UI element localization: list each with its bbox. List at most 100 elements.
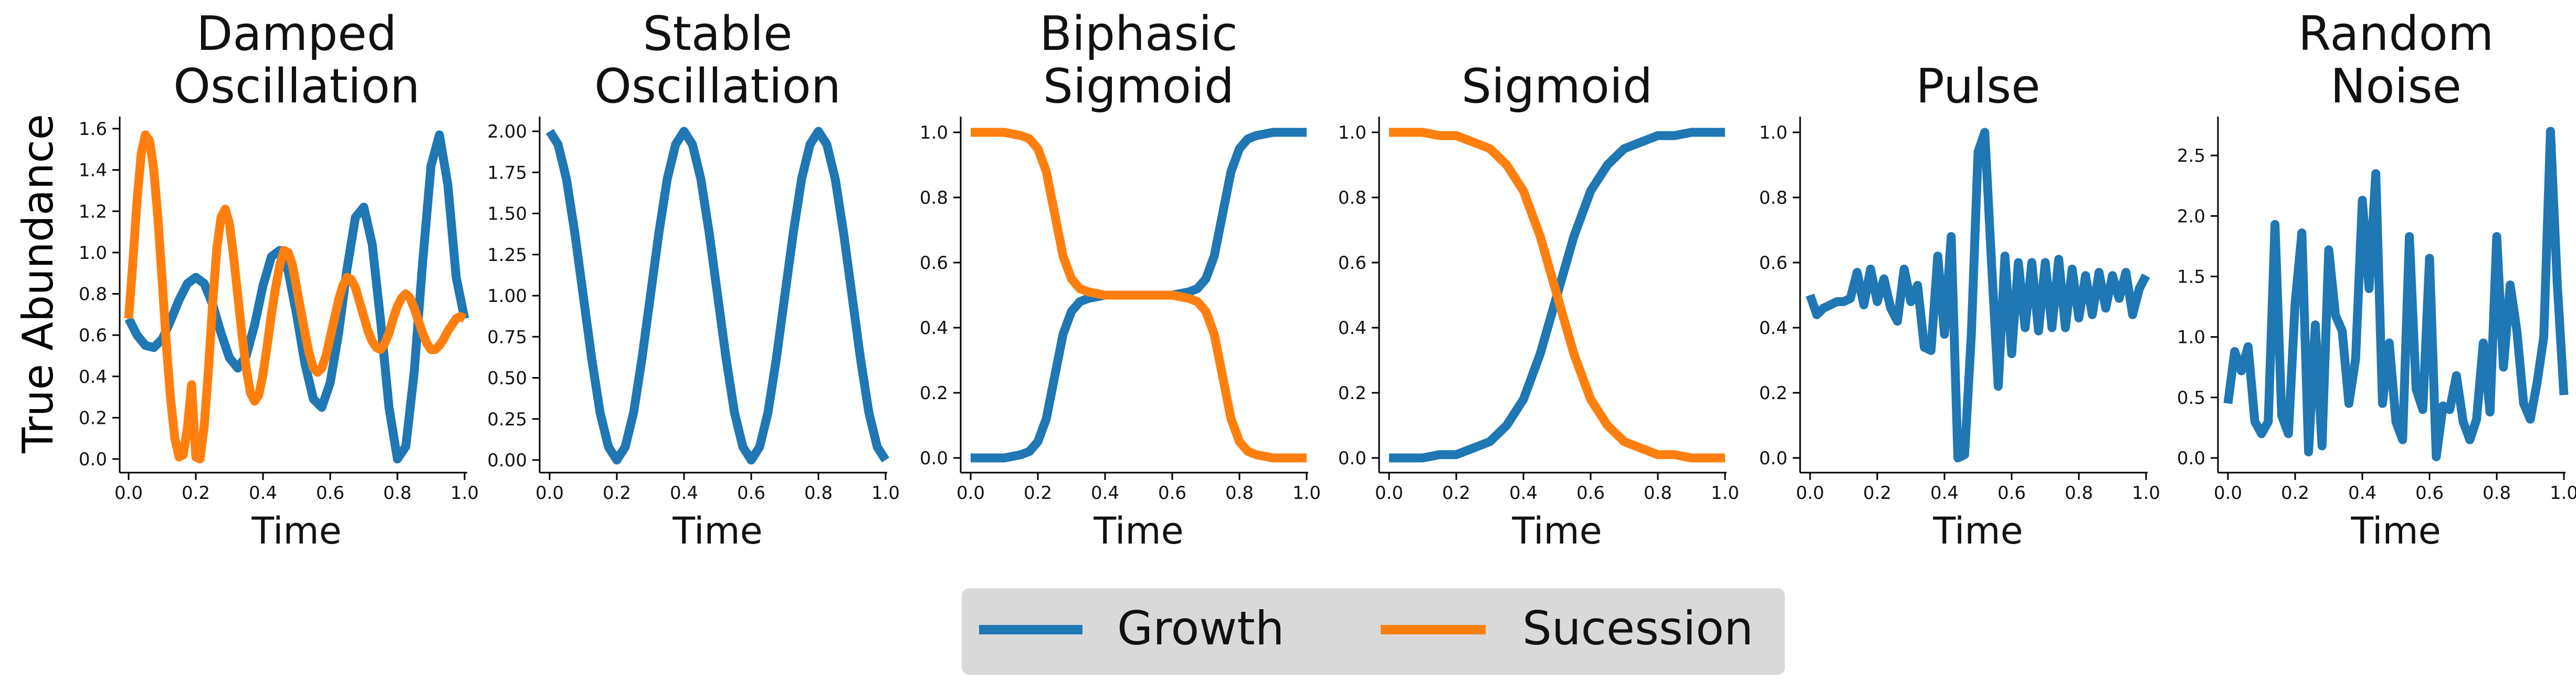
y-tick-label: 0.4 (1338, 318, 1366, 339)
subplot-stable-oscillation: Stable Oscillation 0.0 0.2 0.4 0.6 0.8 1.0 0.00 0… (487, 6, 900, 552)
y-tick-label: 0.2 (1759, 383, 1788, 404)
subplot-title-line: Random (2298, 6, 2494, 61)
y-tick-label: 0.8 (920, 187, 948, 208)
x-axis-label: Time (1093, 509, 1183, 552)
x-tick-label: 1.0 (450, 483, 479, 504)
y-tick-label: 0.2 (79, 408, 107, 429)
x-tick-label: 0.6 (316, 483, 344, 504)
y-tick-label: 0.75 (487, 327, 527, 348)
legend: Growth Sucession (962, 588, 1785, 675)
x-tick-label: 0.0 (1796, 483, 1824, 504)
y-tick-label: 0.6 (1759, 253, 1788, 274)
x-tick-label: 1.0 (2550, 483, 2576, 504)
subplot-title: Sigmoid (1462, 59, 1653, 114)
y-tick-label: 2.5 (2177, 145, 2205, 166)
subplot-title-line: Oscillation (594, 59, 841, 114)
series-line-sucession (971, 128, 1307, 463)
y-tick-label: 0.0 (2177, 448, 2205, 469)
subplot-title-line: Oscillation (173, 59, 420, 114)
x-tick-label: 0.8 (804, 483, 833, 504)
y-tick-label: 0.6 (79, 325, 107, 346)
subplot-title-line: Sigmoid (1462, 59, 1653, 114)
subplot-random-noise: Random Noise 0.0 0.2 0.4 0.6 0.8 1.0 0.0 0.5 1.0 1.… (2177, 6, 2576, 552)
x-tick-label: 0.4 (2348, 483, 2377, 504)
y-tick-label: 0.6 (1338, 253, 1366, 274)
series-line-growth (1805, 128, 2150, 463)
x-axis-label: Time (251, 509, 341, 552)
y-tick-label: 0.2 (1338, 383, 1366, 404)
figure-ylabel: True Abundance (14, 114, 62, 454)
x-tick-label: 0.0 (2214, 483, 2242, 504)
x-tick-label: 0.8 (1225, 483, 1254, 504)
y-tick-label: 0.8 (1338, 187, 1366, 208)
y-tick-label: 1.6 (79, 119, 107, 140)
subplot-damped-oscillation: Damped Oscillation 0.0 0.2 0.4 0.6 0.8 1.0 0.0 0.… (79, 6, 479, 552)
y-tick-label: 0.00 (487, 450, 527, 471)
x-tick-label: 0.4 (1930, 483, 1959, 504)
y-tick-label: 1.75 (487, 162, 527, 183)
subplot-title-line: Stable (643, 6, 792, 61)
y-tick-label: 1.25 (487, 245, 527, 266)
y-tick-label: 2.00 (487, 121, 527, 142)
legend-label-sucession: Sucession (1522, 601, 1753, 655)
x-axis-label: Time (2350, 509, 2441, 552)
y-tick-label: 0.0 (79, 449, 107, 470)
y-tick-label: 1.0 (920, 122, 948, 143)
x-tick-label: 0.2 (1863, 483, 1891, 504)
x-tick-label: 0.2 (2281, 483, 2309, 504)
x-tick-label: 0.4 (249, 483, 277, 504)
y-tick-label: 1.0 (1759, 122, 1788, 143)
x-tick-label: 0.8 (383, 483, 412, 504)
x-tick-label: 1.0 (1711, 483, 1739, 504)
x-tick-label: 0.0 (535, 483, 564, 504)
subplot-biphasic-sigmoid: Biphasic Sigmoid 0.0 0.2 0.4 0.6 0.8 1.0 0.0 0.2 0… (920, 6, 1321, 552)
y-tick-label: 1.00 (487, 286, 527, 307)
subplot-title: Pulse (1916, 59, 2041, 114)
subplot-title-line: Damped (196, 6, 397, 61)
x-tick-label: 0.4 (1509, 483, 1538, 504)
series-line-sucession (124, 130, 467, 464)
subplot-title-line: Sigmoid (1043, 59, 1234, 114)
x-tick-label: 1.0 (871, 483, 900, 504)
y-tick-label: 1.0 (2177, 327, 2205, 348)
x-axis-label: Time (1511, 509, 1602, 552)
y-tick-label: 1.0 (79, 243, 107, 264)
x-tick-label: 0.6 (1158, 483, 1186, 504)
y-tick-label: 0.0 (1338, 448, 1366, 469)
series-line-sucession (1389, 128, 1725, 463)
x-axis-label: Time (672, 509, 762, 552)
x-axis-label: Time (1932, 509, 2023, 552)
x-tick-label: 0.8 (1644, 483, 1672, 504)
legend-frame (962, 588, 1785, 675)
y-tick-label: 0.50 (487, 368, 527, 389)
y-tick-label: 0.5 (2177, 388, 2205, 409)
y-tick-label: 0.4 (79, 367, 107, 388)
y-tick-label: 0.6 (920, 253, 948, 274)
y-tick-label: 0.8 (79, 284, 107, 305)
series-line-growth (545, 127, 890, 465)
y-tick-label: 0.4 (1759, 318, 1788, 339)
subplot-title-line: Noise (2330, 59, 2462, 114)
y-tick-label: 1.4 (79, 160, 107, 181)
x-tick-label: 1.0 (2132, 483, 2160, 504)
x-tick-label: 0.6 (1997, 483, 2026, 504)
x-tick-label: 0.2 (1442, 483, 1470, 504)
subplot-title: Stable Oscillation (594, 6, 841, 114)
legend-label-growth: Growth (1117, 601, 1285, 655)
x-tick-label: 0.6 (737, 483, 765, 504)
y-tick-label: 2.0 (2177, 206, 2205, 227)
x-tick-label: 0.2 (182, 483, 210, 504)
subplot-title-line: Pulse (1916, 59, 2041, 114)
x-tick-label: 0.0 (956, 483, 985, 504)
subplot-title: Damped Oscillation (173, 6, 420, 114)
x-tick-label: 0.2 (603, 483, 631, 504)
series-line-growth (2223, 127, 2569, 462)
y-tick-label: 0.4 (920, 318, 948, 339)
subplot-pulse: Pulse 0.0 0.2 0.4 0.6 0.8 1.0 0.0 0.2 0.4 0.6 0.8 1.… (1759, 59, 2160, 552)
subplot-title-line: Biphasic (1039, 6, 1237, 61)
y-tick-label: 0.8 (1759, 187, 1788, 208)
x-tick-label: 0.4 (670, 483, 698, 504)
y-tick-label: 1.5 (2177, 266, 2205, 287)
